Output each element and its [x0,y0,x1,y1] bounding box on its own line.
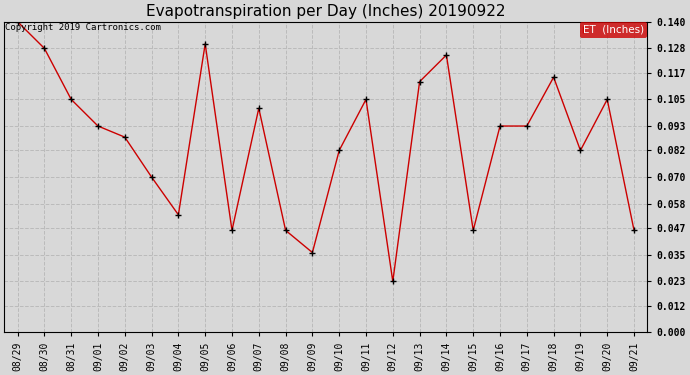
Text: Copyright 2019 Cartronics.com: Copyright 2019 Cartronics.com [5,23,161,32]
Title: Evapotranspiration per Day (Inches) 20190922: Evapotranspiration per Day (Inches) 2019… [146,4,506,19]
Legend: ET  (Inches): ET (Inches) [580,22,647,38]
